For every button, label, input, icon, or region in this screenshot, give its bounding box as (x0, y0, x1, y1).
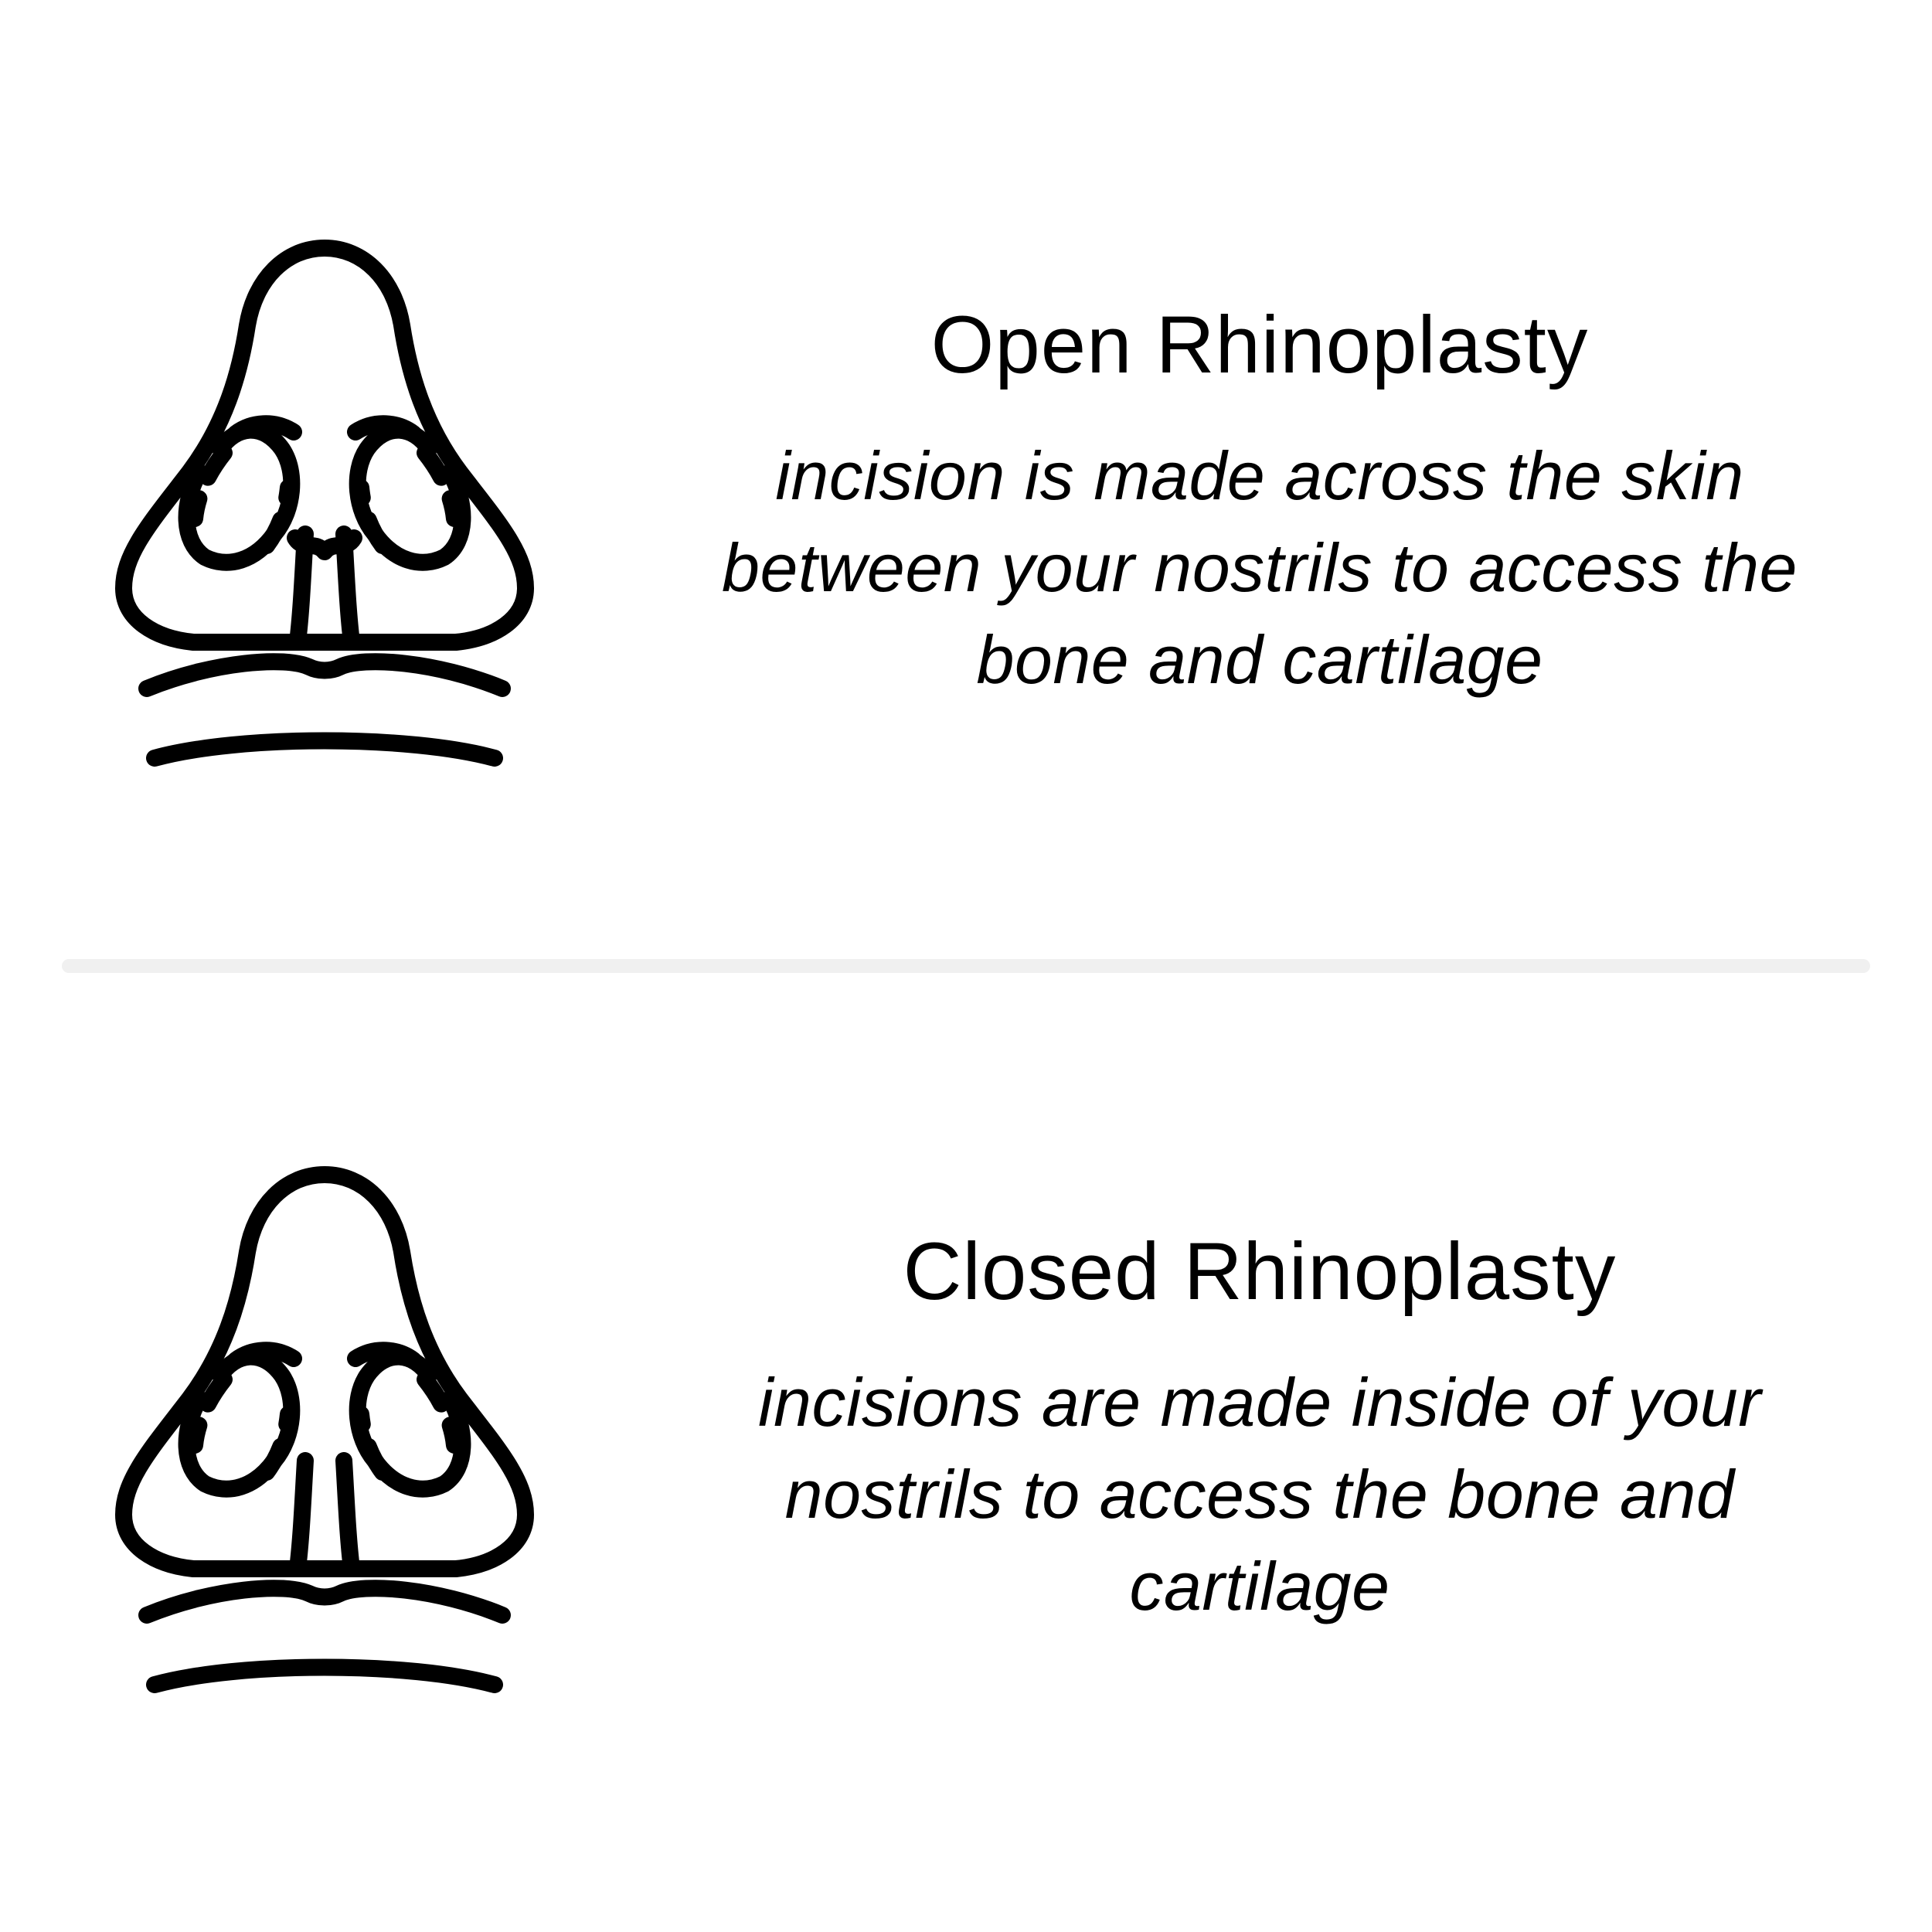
closed-rhinoplasty-icon (62, 1151, 587, 1708)
closed-rhinoplasty-section: Closed Rhinoplasty incisions are made in… (62, 1019, 1870, 1839)
section-divider (62, 959, 1870, 973)
closed-rhinoplasty-description: incisions are made inside of your nostri… (649, 1357, 1870, 1632)
closed-rhinoplasty-title: Closed Rhinoplasty (649, 1226, 1870, 1318)
open-rhinoplasty-section: Open Rhinoplasty incision is made across… (62, 93, 1870, 913)
closed-rhinoplasty-text: Closed Rhinoplasty incisions are made in… (649, 1226, 1870, 1632)
open-rhinoplasty-title: Open Rhinoplasty (649, 299, 1870, 392)
open-rhinoplasty-description: incision is made across the skin between… (649, 430, 1870, 706)
open-rhinoplasty-icon (62, 225, 587, 781)
open-rhinoplasty-text: Open Rhinoplasty incision is made across… (649, 299, 1870, 706)
